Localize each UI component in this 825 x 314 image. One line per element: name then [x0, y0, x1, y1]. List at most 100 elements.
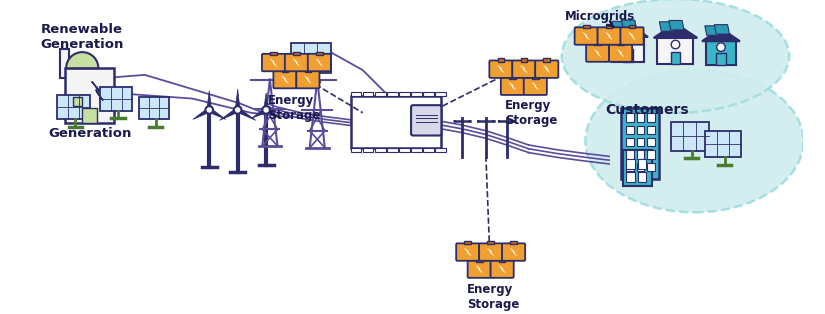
Bar [497, 58, 504, 62]
Polygon shape [92, 82, 103, 100]
FancyBboxPatch shape [262, 54, 285, 71]
FancyBboxPatch shape [502, 243, 526, 261]
Polygon shape [464, 248, 471, 256]
Polygon shape [653, 23, 697, 38]
Bar [716, 52, 726, 65]
Bar [476, 258, 483, 262]
Polygon shape [208, 108, 226, 119]
Polygon shape [304, 76, 311, 84]
Bar [411, 148, 422, 152]
Bar [375, 148, 385, 152]
Bar [647, 150, 654, 159]
Circle shape [205, 106, 213, 114]
Circle shape [672, 40, 680, 49]
Bar [82, 108, 97, 123]
Circle shape [513, 120, 516, 123]
Bar [606, 25, 612, 29]
Text: Generation: Generation [48, 127, 131, 140]
Bar [316, 51, 323, 55]
Polygon shape [714, 24, 729, 34]
FancyBboxPatch shape [586, 44, 609, 62]
Bar [488, 241, 494, 245]
Polygon shape [629, 32, 635, 40]
Bar [73, 97, 82, 106]
Polygon shape [101, 87, 133, 111]
Polygon shape [316, 59, 323, 66]
Polygon shape [290, 43, 331, 73]
Polygon shape [264, 93, 268, 110]
FancyBboxPatch shape [491, 260, 514, 278]
Polygon shape [219, 108, 239, 120]
Polygon shape [705, 26, 720, 35]
Polygon shape [509, 83, 516, 90]
Bar [387, 148, 398, 152]
Bar [464, 241, 471, 245]
Bar [626, 113, 634, 122]
Polygon shape [705, 131, 741, 157]
Bar [304, 69, 311, 72]
Bar [612, 37, 644, 62]
Polygon shape [237, 108, 256, 120]
Polygon shape [139, 97, 169, 119]
Text: Energy
Storage: Energy Storage [505, 99, 557, 127]
Bar [624, 150, 652, 186]
FancyBboxPatch shape [609, 44, 632, 62]
FancyBboxPatch shape [456, 243, 479, 261]
Polygon shape [594, 49, 601, 57]
Polygon shape [281, 76, 288, 84]
Circle shape [469, 120, 471, 123]
Polygon shape [521, 65, 527, 73]
Bar [637, 113, 644, 122]
Bar [658, 38, 694, 64]
FancyBboxPatch shape [285, 54, 308, 71]
Circle shape [492, 120, 495, 123]
Bar [532, 75, 539, 78]
Bar [647, 163, 654, 171]
Polygon shape [252, 108, 267, 118]
Bar [363, 92, 374, 96]
FancyBboxPatch shape [512, 61, 535, 78]
Bar [583, 25, 590, 29]
Bar [411, 92, 422, 96]
Circle shape [461, 120, 464, 123]
Polygon shape [702, 28, 740, 41]
Ellipse shape [562, 0, 790, 113]
Bar [59, 49, 69, 78]
Bar [281, 69, 288, 72]
FancyBboxPatch shape [524, 78, 547, 95]
Bar [637, 126, 644, 134]
Bar [423, 92, 433, 96]
Polygon shape [532, 83, 539, 90]
Bar [621, 108, 659, 179]
Polygon shape [671, 122, 709, 151]
Bar [435, 92, 446, 96]
Bar [423, 148, 433, 152]
Bar [65, 68, 115, 123]
Bar [629, 25, 635, 29]
Bar [647, 113, 654, 122]
Polygon shape [659, 22, 675, 31]
Bar [594, 42, 601, 46]
Polygon shape [612, 21, 627, 31]
FancyBboxPatch shape [479, 243, 502, 261]
Bar [637, 150, 644, 159]
Text: Customers: Customers [606, 103, 689, 117]
Bar [351, 92, 361, 96]
Bar [626, 150, 634, 159]
Bar [270, 51, 277, 55]
Circle shape [484, 120, 488, 123]
FancyBboxPatch shape [468, 260, 491, 278]
Bar [511, 241, 517, 245]
Bar [626, 163, 634, 171]
Bar [499, 258, 506, 262]
Text: Microgrids: Microgrids [564, 10, 635, 27]
Circle shape [506, 120, 508, 123]
Bar [293, 51, 299, 55]
Circle shape [624, 39, 632, 47]
Bar [705, 41, 736, 65]
Bar [617, 42, 624, 46]
FancyBboxPatch shape [501, 78, 524, 95]
Polygon shape [583, 32, 590, 40]
FancyBboxPatch shape [308, 54, 331, 71]
Bar [387, 92, 398, 96]
